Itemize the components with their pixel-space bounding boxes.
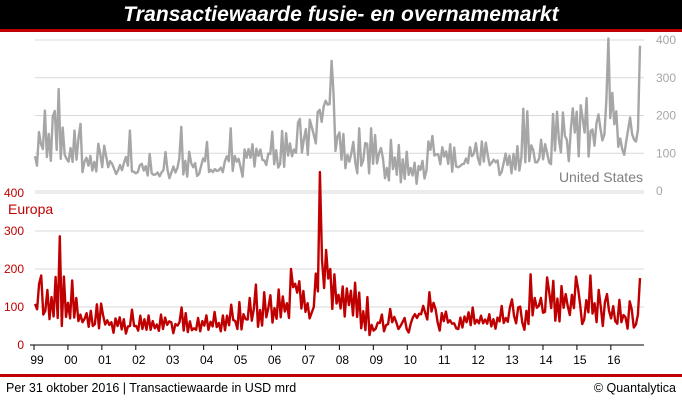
eu-series-label: Europa <box>8 201 53 217</box>
x-tick-label: 06 <box>268 353 282 367</box>
x-tick-label: 11 <box>438 353 451 367</box>
footer: Per 31 oktober 2016 | Transactiewaarde i… <box>0 374 682 400</box>
x-tick-label: 07 <box>302 353 316 367</box>
x-tick-label: 01 <box>98 353 112 367</box>
x-tick-label: 10 <box>404 353 418 367</box>
footer-copyright: © Quantalytica <box>593 381 676 395</box>
x-tick-label: 02 <box>132 353 146 367</box>
x-tick-label: 03 <box>166 353 180 367</box>
x-tick-label: 15 <box>573 353 587 367</box>
us-series-label: United States <box>559 169 643 185</box>
us-y-tick-label: 300 <box>656 71 676 85</box>
us-y-tick-label: 0 <box>656 184 663 198</box>
us-y-tick-label: 400 <box>656 33 676 47</box>
us-y-tick-label: 100 <box>656 146 676 160</box>
eu-y-tick-label: 200 <box>4 262 24 276</box>
x-axis: 99 00 01 02 03 04 05 06 07 08 09 10 11 12 13 14 15 16 <box>30 344 644 367</box>
x-tick-label: 14 <box>539 353 553 367</box>
eu-y-tick-label: 100 <box>4 300 24 314</box>
x-tick-label: 00 <box>64 353 78 367</box>
us-series-line <box>33 37 642 186</box>
eu-y-axis: 0 100 200 300 400 <box>4 186 24 352</box>
footer-note: Per 31 oktober 2016 | Transactiewaarde i… <box>6 381 297 395</box>
us-y-axis: 0 100 200 300 400 <box>656 33 676 198</box>
eu-y-tick-label: 400 <box>4 186 24 200</box>
eu-series-line <box>33 170 642 337</box>
x-tick-label: 05 <box>234 353 248 367</box>
x-tick-label: 12 <box>471 353 485 367</box>
chart-title: Transactiewaarde fusie- en overnamemarkt <box>123 2 559 26</box>
title-bar: Transactiewaarde fusie- en overnamemarkt <box>0 0 682 32</box>
eu-y-tick-label: 300 <box>4 224 24 238</box>
us-y-tick-label: 200 <box>656 109 676 123</box>
x-tick-label: 04 <box>200 353 214 367</box>
x-tick-label: 08 <box>336 353 350 367</box>
eu-y-tick-label: 0 <box>17 338 24 352</box>
x-tick-label: 13 <box>505 353 519 367</box>
x-tick-label: 99 <box>30 353 44 367</box>
chart-area: 0 100 200 300 400 0 100 200 300 400 99 00 01 02 03 04… <box>4 33 676 367</box>
x-tick-label: 16 <box>607 353 621 367</box>
x-tick-label: 09 <box>370 353 384 367</box>
